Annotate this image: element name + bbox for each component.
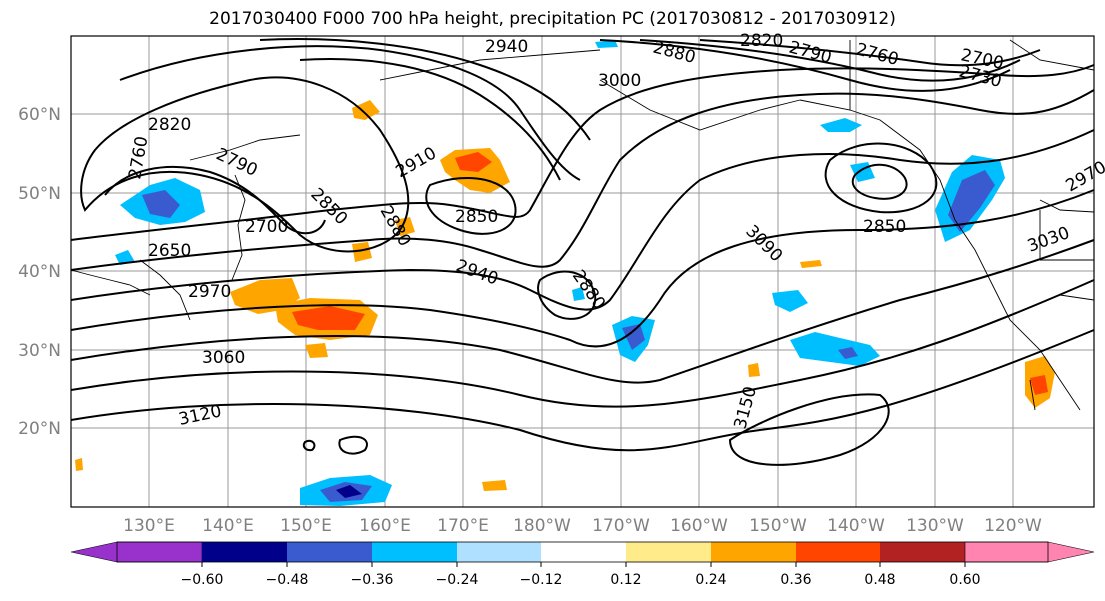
colorbar-segment (711, 542, 796, 562)
lat-tick-label: 50°N (18, 184, 61, 204)
precip-negative-region (115, 250, 135, 265)
lon-tick-label: 140°W (827, 516, 885, 536)
precip-negative-region (948, 170, 995, 232)
precip-negative-region (772, 290, 808, 312)
colorbar-segment (372, 542, 457, 562)
precip-negative-region (790, 332, 880, 366)
contour-label: 2850 (455, 207, 498, 227)
lat-tick-label: 60°N (18, 105, 61, 125)
lat-tick-label: 40°N (18, 262, 61, 282)
colorbar-segment (964, 541, 1095, 563)
colorbar-tick-label: 0.60 (949, 572, 980, 588)
contour-label: 2820 (740, 31, 783, 51)
precip-positive-region (305, 343, 328, 358)
map-gridlines (71, 36, 1094, 507)
precip-positive-region (292, 306, 365, 330)
colorbar-segment (796, 542, 880, 562)
precip-negative-region (572, 287, 585, 301)
lon-tick-labels: 130°E 140°E 150°E 160°E 170°E 180°W 170°… (123, 516, 1042, 536)
lon-tick-label: 160°E (359, 516, 411, 536)
lat-tick-label: 30°N (18, 341, 61, 361)
contour-label: 3000 (598, 71, 641, 91)
lon-tick-label: 120°W (984, 516, 1042, 536)
colorbar-tick-label: 0.36 (780, 572, 811, 588)
colorbar-tick-label: −0.24 (436, 572, 479, 588)
colorbar-tick-label: −0.12 (520, 572, 563, 588)
map-frame (70, 35, 1095, 508)
height-contours (70, 38, 1095, 466)
colorbar (70, 541, 1095, 563)
precip-positive-region (800, 260, 822, 268)
colorbar-outline (116, 541, 1049, 563)
contour-label: 2700 (245, 217, 288, 237)
lat-tick-labels: 60°N 50°N 40°N 30°N 20°N (18, 105, 61, 439)
precip-positive-region (748, 363, 760, 377)
colorbar-tick-label: −0.36 (351, 572, 394, 588)
colorbar-segment (626, 542, 711, 562)
lon-tick-label: 140°E (202, 516, 254, 536)
precip-positive-region (352, 242, 372, 262)
map-title: 2017030400 F000 700 hPa height, precipit… (209, 9, 896, 29)
precip-negative-region (142, 190, 180, 218)
colorbar-tick-label: −0.60 (181, 572, 224, 588)
colorbar-tick-label: 0.12 (610, 572, 641, 588)
lon-tick-label: 150°W (749, 516, 807, 536)
lat-tick-label: 20°N (18, 419, 61, 439)
precip-shading (75, 40, 1055, 506)
colorbar-tick-label: 0.48 (864, 572, 895, 588)
colorbar-segment (457, 542, 541, 562)
precip-positive-region (75, 458, 83, 471)
precip-negative-region (838, 347, 858, 359)
contour-label: 2940 (485, 37, 528, 57)
contour-label: 2820 (148, 115, 191, 135)
colorbar-segment (541, 542, 626, 562)
lon-tick-label: 170°W (592, 516, 650, 536)
contour-label: 3060 (202, 348, 245, 368)
colorbar-tick-labels: −0.60 −0.48 −0.36 −0.24 −0.12 0.12 0.24 … (181, 572, 981, 588)
lon-tick-label: 160°W (670, 516, 728, 536)
contour-label: 2850 (863, 217, 906, 237)
contour-label: 2650 (148, 241, 191, 261)
precip-negative-region (336, 485, 362, 498)
lon-tick-label: 130°E (123, 516, 175, 536)
lon-tick-label: 130°W (906, 516, 964, 536)
colorbar-tick-label: −0.48 (266, 572, 309, 588)
precip-positive-region (482, 480, 507, 491)
colorbar-ticks (201, 562, 966, 567)
lon-tick-label: 150°E (280, 516, 332, 536)
colorbar-segment (287, 542, 372, 562)
precip-positive-region (455, 152, 492, 172)
colorbar-tick-label: 0.24 (695, 572, 726, 588)
lon-tick-label: 170°E (437, 516, 489, 536)
precip-positive-region (1030, 375, 1048, 395)
precip-negative-region (622, 324, 645, 350)
lon-tick-label: 180°W (513, 516, 571, 536)
precip-negative-region (595, 40, 618, 48)
precip-negative-region (820, 118, 862, 132)
colorbar-segment (880, 542, 965, 562)
colorbar-segment (70, 541, 203, 563)
precip-positive-region (352, 100, 380, 120)
colorbar-segment (202, 542, 287, 562)
contour-label: 2970 (188, 282, 231, 302)
